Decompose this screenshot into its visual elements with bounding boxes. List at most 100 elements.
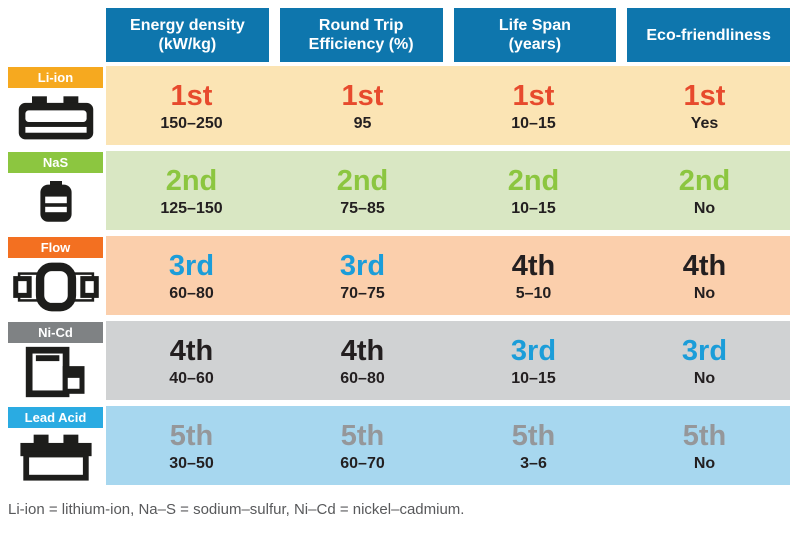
rank-cell: 5th 60–70: [277, 406, 448, 485]
header-line: Efficiency (%): [308, 36, 414, 53]
rank-text: 1st: [170, 79, 213, 112]
rank-cell: 3rd No: [619, 321, 790, 400]
rank-text: 4th: [169, 334, 214, 367]
table-row-ni-cd: Ni-Cd 4th 40–60 4th 60–80 3rd: [0, 321, 790, 400]
value-text: 75–85: [340, 199, 385, 217]
rank-cell: 1st 10–15: [448, 66, 619, 145]
row-tag-label: NaS: [42, 155, 69, 170]
header-eco-friendliness: Eco-friendliness: [627, 8, 790, 62]
value-text: No: [693, 454, 716, 472]
value-text: No: [693, 284, 716, 302]
rank-text: 5th: [169, 419, 214, 452]
table-header: Energy density (kW/kg) Round Trip Effici…: [106, 8, 790, 62]
rank-cell: 2nd No: [619, 151, 790, 230]
abbreviation-footnote: Li-ion = lithium-ion, Na–S = sodium–sulf…: [8, 501, 465, 518]
row-strip: 1st 150–250 1st 95 1st 10–15 1st Yes: [106, 66, 790, 145]
value-text: 10–15: [511, 199, 556, 217]
row-tag-nas: NaS: [8, 152, 103, 173]
row-label-column: Flow: [0, 236, 106, 315]
rank-text: 5th: [511, 419, 556, 452]
header-line: Life Span: [498, 17, 571, 34]
rank-cell: 2nd 10–15: [448, 151, 619, 230]
header-line: Eco-friendliness: [646, 26, 771, 44]
header-round-trip-efficiency: Round Trip Efficiency (%): [279, 8, 443, 62]
row-tag-flow: Flow: [8, 237, 103, 258]
value-text: 150–250: [160, 114, 223, 132]
flow-battery-icon: [8, 258, 103, 315]
battery-technology-ranking-table: Energy density (kW/kg) Round Trip Effici…: [0, 8, 800, 536]
rank-cell: 3rd 10–15: [448, 321, 619, 400]
li-ion-battery-icon: [8, 88, 103, 145]
value-text: 40–60: [169, 369, 214, 387]
rank-text: 2nd: [507, 164, 560, 197]
rank-cell: 5th 30–50: [106, 406, 277, 485]
row-tag-ni-cd: Ni-Cd: [8, 322, 103, 343]
table-row-flow: Flow 3rd 60–80 3rd 70–75 4th: [0, 236, 790, 315]
rank-cell: 4th No: [619, 236, 790, 315]
rank-text: 5th: [682, 419, 727, 452]
row-tag-label: Lead Acid: [24, 410, 87, 425]
header-line: (years): [508, 36, 562, 53]
value-text: Yes: [690, 114, 719, 132]
row-label-column: Li-ion: [0, 66, 106, 145]
row-label-column: Lead Acid: [0, 406, 106, 485]
row-strip: 5th 30–50 5th 60–70 5th 3–6 5th No: [106, 406, 790, 485]
value-text: 10–15: [511, 369, 556, 387]
table-row-nas: NaS 2nd 125–150 2nd 75–85 2nd: [0, 151, 790, 230]
rank-text: 1st: [683, 79, 726, 112]
rank-text: 3rd: [168, 249, 215, 282]
rank-cell: 2nd 125–150: [106, 151, 277, 230]
value-text: 30–50: [169, 454, 214, 472]
header-energy-density: Energy density (kW/kg): [106, 8, 269, 62]
rank-text: 1st: [512, 79, 555, 112]
rank-cell: 4th 60–80: [277, 321, 448, 400]
rank-text: 5th: [340, 419, 385, 452]
value-text: 60–80: [340, 369, 385, 387]
value-text: 95: [353, 114, 372, 132]
ni-cd-battery-icon: [8, 343, 103, 400]
row-tag-label: Ni-Cd: [38, 325, 73, 340]
row-label-column: Ni-Cd: [0, 321, 106, 400]
rank-text: 4th: [682, 249, 727, 282]
rank-text: 3rd: [681, 334, 728, 367]
rank-text: 2nd: [165, 164, 218, 197]
rank-cell: 3rd 70–75: [277, 236, 448, 315]
rank-cell: 5th 3–6: [448, 406, 619, 485]
rank-cell: 3rd 60–80: [106, 236, 277, 315]
rank-cell: 2nd 75–85: [277, 151, 448, 230]
value-text: 60–80: [169, 284, 214, 302]
row-label-column: NaS: [0, 151, 106, 230]
rank-text: 2nd: [336, 164, 389, 197]
value-text: 3–6: [520, 454, 547, 472]
rank-text: 3rd: [339, 249, 386, 282]
rank-cell: 1st 150–250: [106, 66, 277, 145]
rank-text: 2nd: [678, 164, 731, 197]
value-text: No: [693, 199, 716, 217]
nas-battery-icon: [8, 173, 103, 230]
rank-cell: 5th No: [619, 406, 790, 485]
table-row-li-ion: Li-ion 1st 150–250 1st 95: [0, 66, 790, 145]
row-strip: 3rd 60–80 3rd 70–75 4th 5–10 4th No: [106, 236, 790, 315]
rank-text: 4th: [511, 249, 556, 282]
header-line: (kW/kg): [158, 36, 217, 53]
row-tag-li-ion: Li-ion: [8, 67, 103, 88]
rank-text: 3rd: [510, 334, 557, 367]
rank-cell: 4th 5–10: [448, 236, 619, 315]
header-line: Round Trip: [318, 17, 404, 34]
rank-cell: 1st 95: [277, 66, 448, 145]
row-strip: 2nd 125–150 2nd 75–85 2nd 10–15 2nd No: [106, 151, 790, 230]
rank-text: 4th: [340, 334, 385, 367]
row-tag-lead-acid: Lead Acid: [8, 407, 103, 428]
row-tag-label: Li-ion: [37, 70, 74, 85]
value-text: No: [693, 369, 716, 387]
header-line: Energy density: [130, 17, 245, 34]
row-strip: 4th 40–60 4th 60–80 3rd 10–15 3rd No: [106, 321, 790, 400]
table-row-lead-acid: Lead Acid 5th 30–50 5th 60–70 5t: [0, 406, 790, 485]
rank-cell: 4th 40–60: [106, 321, 277, 400]
header-life-span: Life Span (years): [453, 8, 617, 62]
rank-text: 1st: [341, 79, 384, 112]
value-text: 60–70: [340, 454, 385, 472]
value-text: 5–10: [515, 284, 552, 302]
value-text: 70–75: [340, 284, 385, 302]
lead-acid-battery-icon: [8, 428, 103, 485]
